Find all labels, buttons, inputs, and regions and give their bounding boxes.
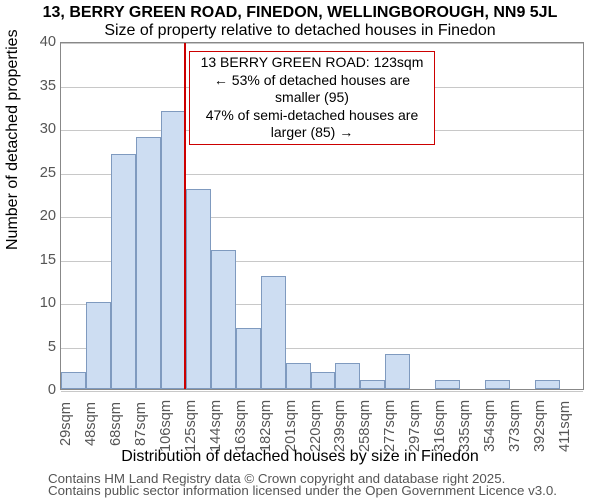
x-tick-label: 239sqm — [332, 402, 348, 452]
annotation-box: 13 BERRY GREEN ROAD: 123sqm← 53% of deta… — [189, 51, 435, 145]
histogram-bar — [61, 372, 86, 389]
x-tick-label: 392sqm — [532, 402, 548, 452]
y-tick-label: 5 — [32, 339, 56, 355]
x-tick-label: 220sqm — [308, 402, 324, 452]
histogram-bar — [435, 380, 460, 389]
histogram-bar — [261, 276, 286, 389]
histogram-bar — [136, 137, 161, 389]
histogram-bar — [211, 250, 236, 389]
x-tick-label: 297sqm — [407, 402, 423, 452]
footer-line2: Contains public sector information licen… — [48, 483, 557, 498]
y-tick-label: 25 — [32, 165, 56, 181]
x-tick-label: 87sqm — [133, 402, 149, 452]
annotation-line: ← 53% of detached houses are smaller (95… — [194, 72, 430, 107]
histogram-bar — [360, 380, 385, 389]
histogram-bar — [111, 154, 136, 389]
annotation-line: 13 BERRY GREEN ROAD: 123sqm — [194, 54, 430, 72]
histogram-bar — [485, 380, 510, 389]
histogram-bar — [161, 111, 186, 389]
gridline — [61, 43, 583, 44]
x-tick-label: 144sqm — [208, 402, 224, 452]
x-tick-label: 29sqm — [58, 402, 74, 452]
x-tick-label: 373sqm — [507, 402, 523, 452]
y-tick-label: 20 — [32, 208, 56, 224]
plot-area: 13 BERRY GREEN ROAD: 123sqm← 53% of deta… — [60, 42, 584, 390]
x-tick-label: 354sqm — [482, 402, 498, 452]
y-tick-label: 30 — [32, 121, 56, 137]
annotation-line: 47% of semi-detached houses are larger (… — [194, 107, 430, 142]
histogram-bar — [186, 189, 211, 389]
chart-root: 13, BERRY GREEN ROAD, FINEDON, WELLINGBO… — [0, 0, 600, 500]
x-tick-label: 201sqm — [283, 402, 299, 452]
x-tick-label: 163sqm — [233, 402, 249, 452]
histogram-bar — [335, 363, 360, 389]
x-tick-label: 106sqm — [158, 402, 174, 452]
gridline — [61, 391, 583, 392]
x-tick-label: 258sqm — [357, 402, 373, 452]
chart-title-line1: 13, BERRY GREEN ROAD, FINEDON, WELLINGBO… — [0, 4, 600, 22]
y-tick-label: 15 — [32, 252, 56, 268]
histogram-bar — [86, 302, 111, 389]
y-tick-label: 40 — [32, 34, 56, 50]
x-tick-label: 411sqm — [557, 402, 573, 452]
histogram-bar — [236, 328, 261, 389]
y-tick-label: 35 — [32, 78, 56, 94]
x-tick-label: 48sqm — [83, 402, 99, 452]
y-axis-label: Number of detached properties — [4, 29, 22, 250]
histogram-bar — [311, 372, 336, 389]
histogram-bar — [286, 363, 311, 389]
x-tick-label: 277sqm — [382, 402, 398, 452]
histogram-bar — [385, 354, 410, 389]
reference-line — [184, 43, 186, 389]
y-tick-label: 0 — [32, 382, 56, 398]
y-tick-label: 10 — [32, 295, 56, 311]
x-tick-label: 316sqm — [432, 402, 448, 452]
chart-title-line2: Size of property relative to detached ho… — [0, 22, 600, 40]
x-tick-label: 335sqm — [457, 402, 473, 452]
histogram-bar — [535, 380, 560, 389]
x-tick-label: 125sqm — [183, 402, 199, 452]
x-tick-label: 68sqm — [108, 402, 124, 452]
x-tick-label: 182sqm — [258, 402, 274, 452]
